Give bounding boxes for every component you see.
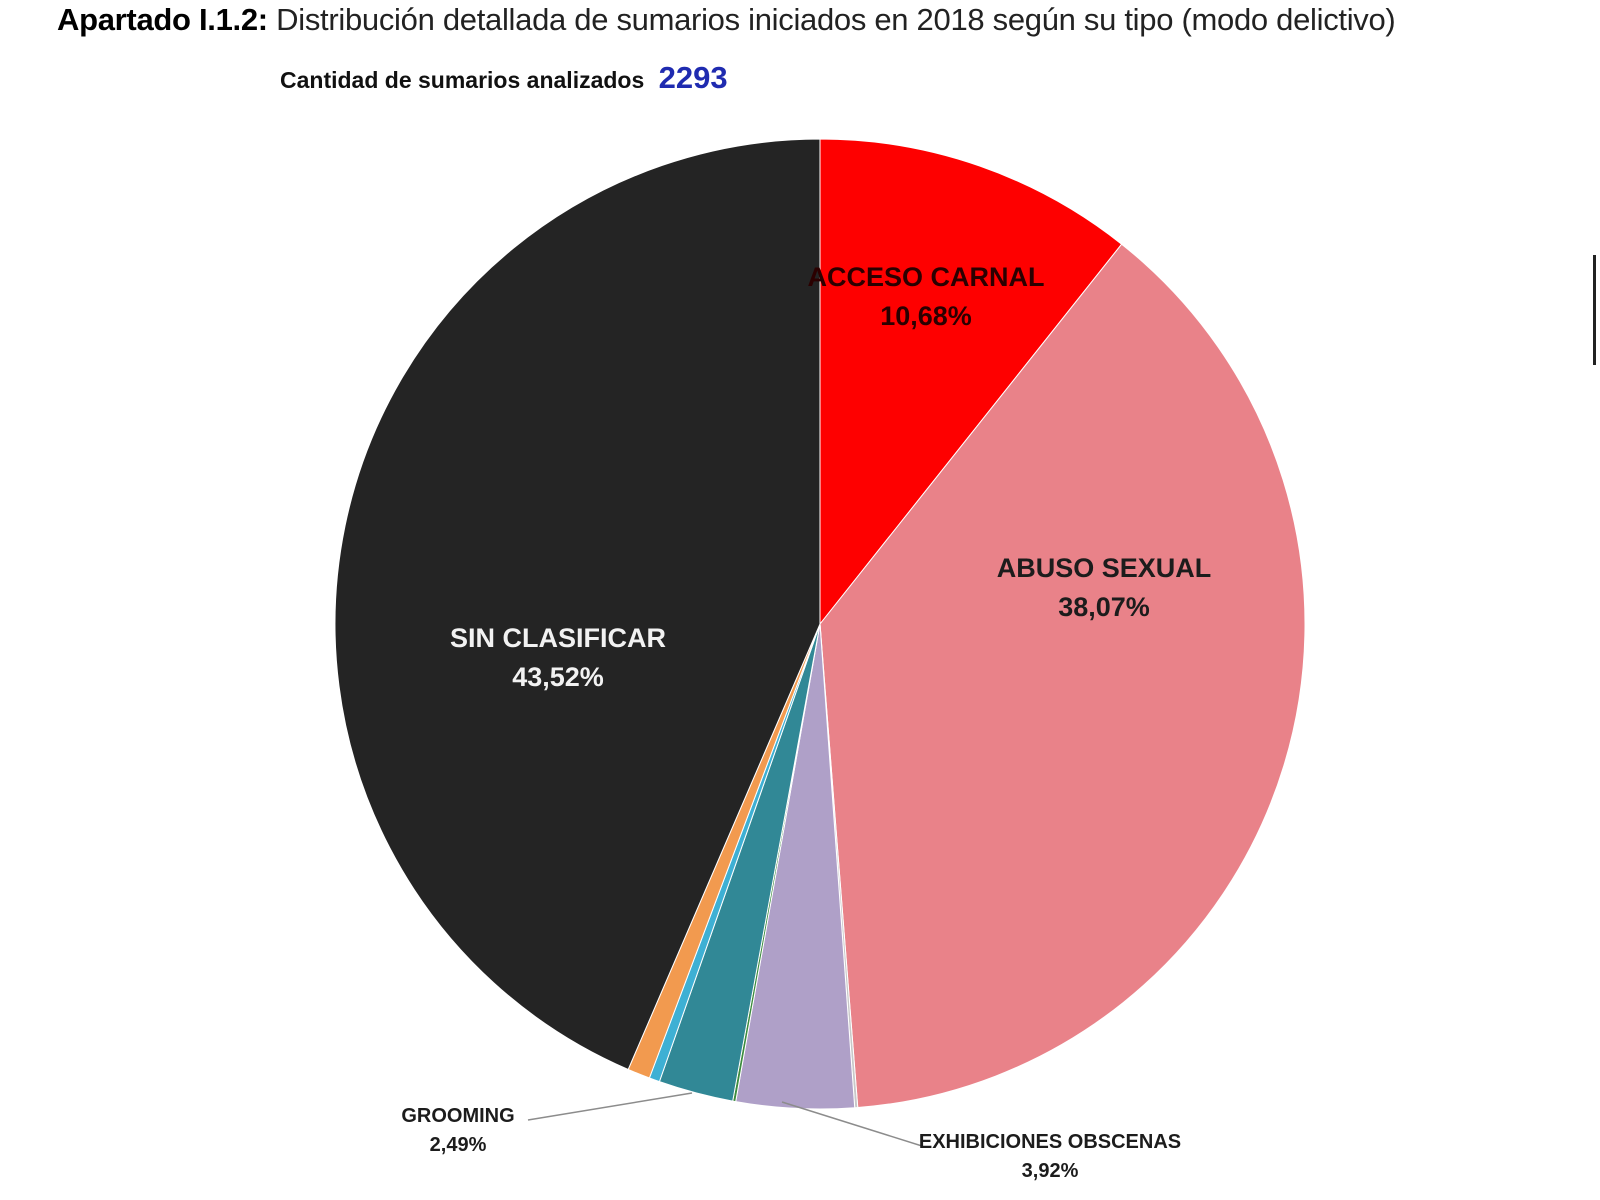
pie-slice-sin-clasificar xyxy=(334,138,821,1071)
slice-label-acceso-carnal: ACCESO CARNAL xyxy=(807,262,1044,292)
slice-percent-exhibiciones-obscenas: 3,92% xyxy=(1022,1160,1079,1182)
slice-percent-acceso-carnal: 10,68% xyxy=(880,301,972,331)
slice-label-exhibiciones-obscenas: EXHIBICIONES OBSCENAS xyxy=(919,1131,1181,1153)
chart-title: Distribución detallada de sumarios inici… xyxy=(276,2,1396,37)
slice-label-sin-clasificar: SIN CLASIFICAR xyxy=(450,623,666,653)
pie-slices xyxy=(334,138,1306,1110)
chart-header: Apartado I.1.2: Distribución detallada d… xyxy=(57,2,1396,38)
summary-count: 2293 xyxy=(658,60,728,95)
section-number: Apartado I.1.2: xyxy=(57,2,268,37)
slice-percent-grooming: 2,49% xyxy=(430,1134,487,1156)
pie-slice-acceso-carnal xyxy=(819,138,1123,626)
pie-slice-abuso-sexual xyxy=(819,243,1306,1109)
slice-percent-abuso-sexual: 38,07% xyxy=(1058,592,1150,622)
leader-line-exhibiciones-obscenas xyxy=(781,1101,923,1147)
slice-labels: ACCESO CARNAL 10,68% ABUSO SEXUAL 38,07% EXH… xyxy=(401,262,1211,1182)
leader-line-grooming xyxy=(527,1092,693,1121)
slice-label-grooming: GROOMING xyxy=(401,1105,514,1127)
right-edge-divider xyxy=(1593,255,1596,365)
subtitle-label: Cantidad de sumarios analizados xyxy=(280,67,645,93)
leader-lines xyxy=(527,1092,923,1147)
slice-percent-sin-clasificar: 43,52% xyxy=(512,662,604,692)
slice-label-abuso-sexual: ABUSO SEXUAL xyxy=(997,553,1212,583)
subtitle: Cantidad de sumarios analizados 2293 xyxy=(280,60,728,96)
